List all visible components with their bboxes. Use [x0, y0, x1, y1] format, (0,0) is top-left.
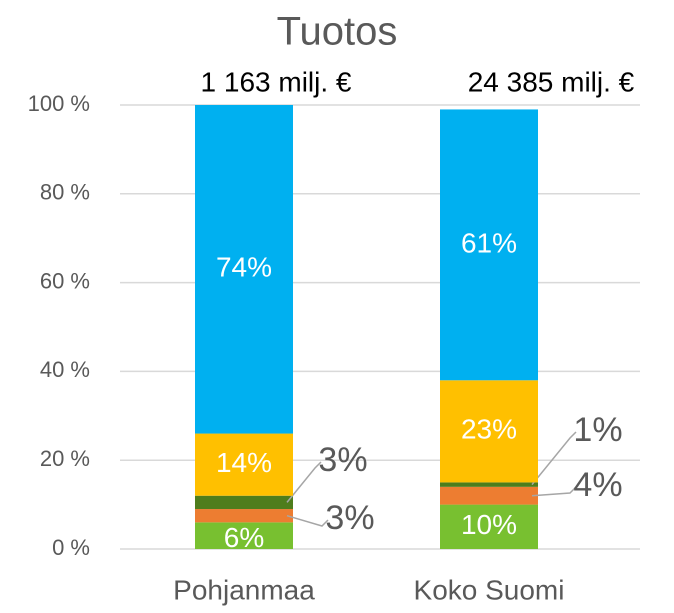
data-label: 3%	[325, 499, 374, 537]
bar-segment	[440, 504, 538, 549]
data-label: 4%	[573, 466, 622, 504]
bar-segment	[440, 482, 538, 487]
total-label: 24 385 milj. €	[468, 66, 635, 97]
y-tick-label: 60 %	[40, 268, 90, 293]
x-tick-label: Pohjanmaa	[173, 574, 315, 605]
data-label: 6%	[224, 522, 264, 553]
bar-segment	[440, 380, 538, 483]
data-label: 23%	[461, 414, 517, 445]
data-label: 3%	[318, 441, 367, 479]
leader-line	[286, 461, 322, 503]
x-tick-label: Koko Suomi	[414, 574, 565, 605]
leader-line	[531, 431, 577, 486]
y-tick-label: 100 %	[28, 91, 90, 116]
y-tick-label: 80 %	[40, 180, 90, 205]
bar-segment	[195, 433, 293, 496]
chart-title: Tuotos	[277, 10, 398, 54]
bar-segment	[195, 105, 293, 434]
y-tick-label: 20 %	[40, 446, 90, 471]
bar-segment	[195, 509, 293, 523]
leader-line	[286, 514, 329, 527]
data-label: 10%	[461, 509, 517, 540]
bar-segment	[195, 495, 293, 510]
data-label: 1%	[573, 411, 622, 449]
bar-segment	[440, 109, 538, 381]
data-label: 61%	[461, 227, 517, 258]
bar-segment	[440, 486, 538, 505]
leader-line	[531, 486, 577, 497]
bar-segment	[195, 522, 293, 549]
total-label: 1 163 milj. €	[201, 66, 352, 97]
y-tick-label: 40 %	[40, 357, 90, 382]
data-label: 14%	[216, 447, 272, 478]
y-tick-label: 0 %	[52, 535, 90, 560]
data-label: 74%	[216, 252, 272, 283]
